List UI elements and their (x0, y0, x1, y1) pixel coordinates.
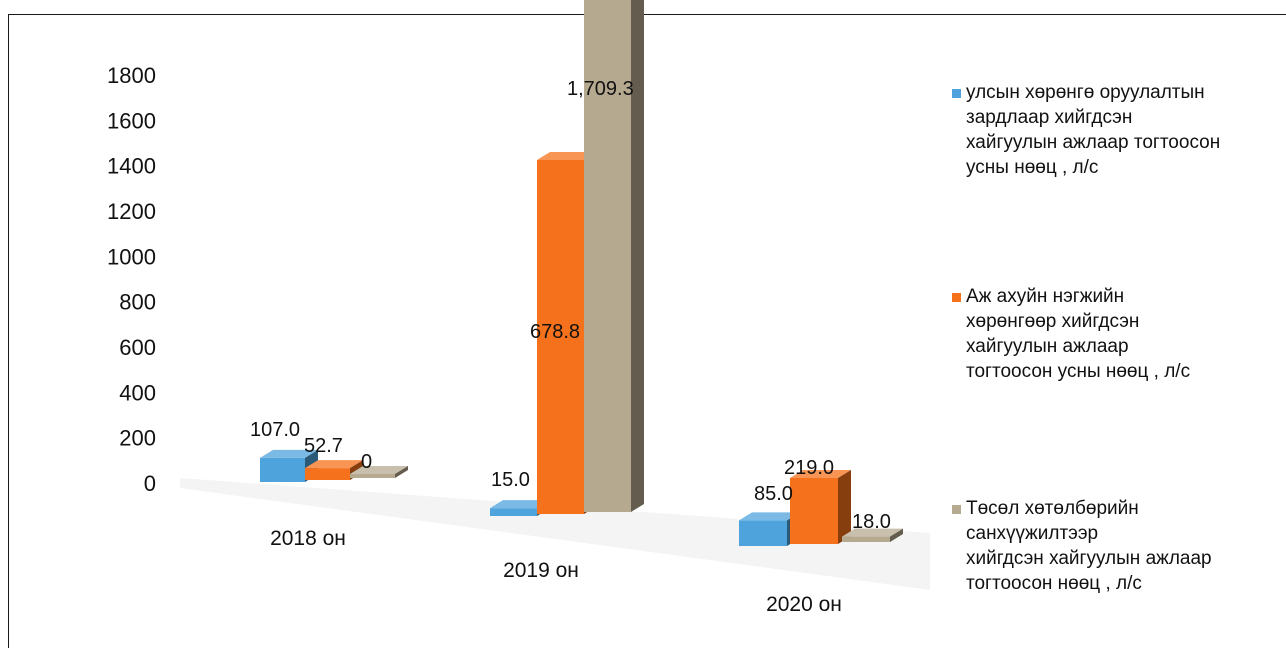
bar (790, 470, 851, 544)
bar-front (842, 536, 890, 542)
y-tick-label: 600 (119, 335, 156, 360)
data-label: 0 (361, 451, 372, 473)
bar-front (305, 468, 350, 480)
y-tick-label: 1200 (107, 199, 156, 224)
x-tick-label: 2019 он (503, 559, 579, 582)
y-tick-label: 1000 (107, 244, 156, 269)
bars (260, 0, 903, 546)
floor-plane (180, 478, 930, 590)
bar-front (584, 0, 631, 512)
chart-floor (180, 478, 930, 590)
legend-entry-label: Аж ахуйн нэгжийн хөрөнгөөр хийгдсэн хайг… (966, 286, 1191, 382)
y-tick-label: 200 (119, 426, 156, 451)
x-tick-label: 2020 он (766, 593, 842, 616)
data-label: 678.8 (530, 321, 580, 343)
bar-side (395, 466, 408, 478)
y-axis-ticks: 0 200 400 600 800 1000 1200 1400 1600 1800 (107, 63, 156, 496)
x-tick-label: 2018 он (270, 527, 346, 550)
data-label: 18.0 (852, 511, 891, 533)
data-labels: 107.052.7 0 15.0 678.8 1,709.3 85.0 219.0 18.0 (250, 78, 891, 533)
y-tick-label: 1600 (107, 108, 156, 133)
bar-side (838, 470, 851, 544)
bar-top (490, 500, 550, 509)
bar-top (537, 151, 597, 160)
legend-entry-label: улсын хөрөнгө оруулалтын зардлаар хийгдс… (966, 82, 1221, 178)
bar-front (739, 520, 787, 546)
bar-side (631, 0, 644, 512)
bar-side (890, 528, 903, 542)
data-label: 85.0 (754, 483, 793, 505)
bar-top (790, 470, 851, 479)
x-axis-labels: 2018 он 2019 он 2020 он (270, 527, 842, 616)
data-label: 219.0 (784, 457, 834, 479)
y-tick-label: 1800 (107, 63, 156, 88)
legend-swatch (952, 89, 961, 98)
bar (584, 0, 644, 512)
chart-frame (8, 14, 1286, 648)
y-tick-label: 400 (119, 380, 156, 405)
data-label: 15.0 (491, 469, 530, 491)
legend-entry-label: Төсөл хөтөлбөрийн санхүүжилтээр хийгдсэн… (966, 498, 1212, 594)
y-tick-label: 1400 (107, 154, 156, 179)
bar (842, 528, 903, 542)
data-label: 52.7 (304, 435, 343, 457)
bar-top (305, 460, 363, 469)
bar-front (490, 508, 537, 516)
y-tick-label: 800 (119, 290, 156, 315)
bar-top (350, 466, 408, 474)
data-label: 107.0 (250, 419, 300, 441)
bar-top (842, 528, 903, 537)
bar-front (537, 159, 584, 514)
data-label: 1,709.3 (567, 78, 634, 100)
y-tick-label: 0 (144, 471, 156, 496)
bar-front (260, 457, 305, 482)
bar-top (739, 512, 800, 521)
bar-front (790, 478, 838, 544)
bar-front (350, 474, 395, 478)
bar (739, 512, 800, 546)
legend-swatch (952, 293, 961, 302)
bar-top (260, 449, 318, 458)
legend-swatch (952, 505, 961, 514)
bar (350, 466, 408, 478)
